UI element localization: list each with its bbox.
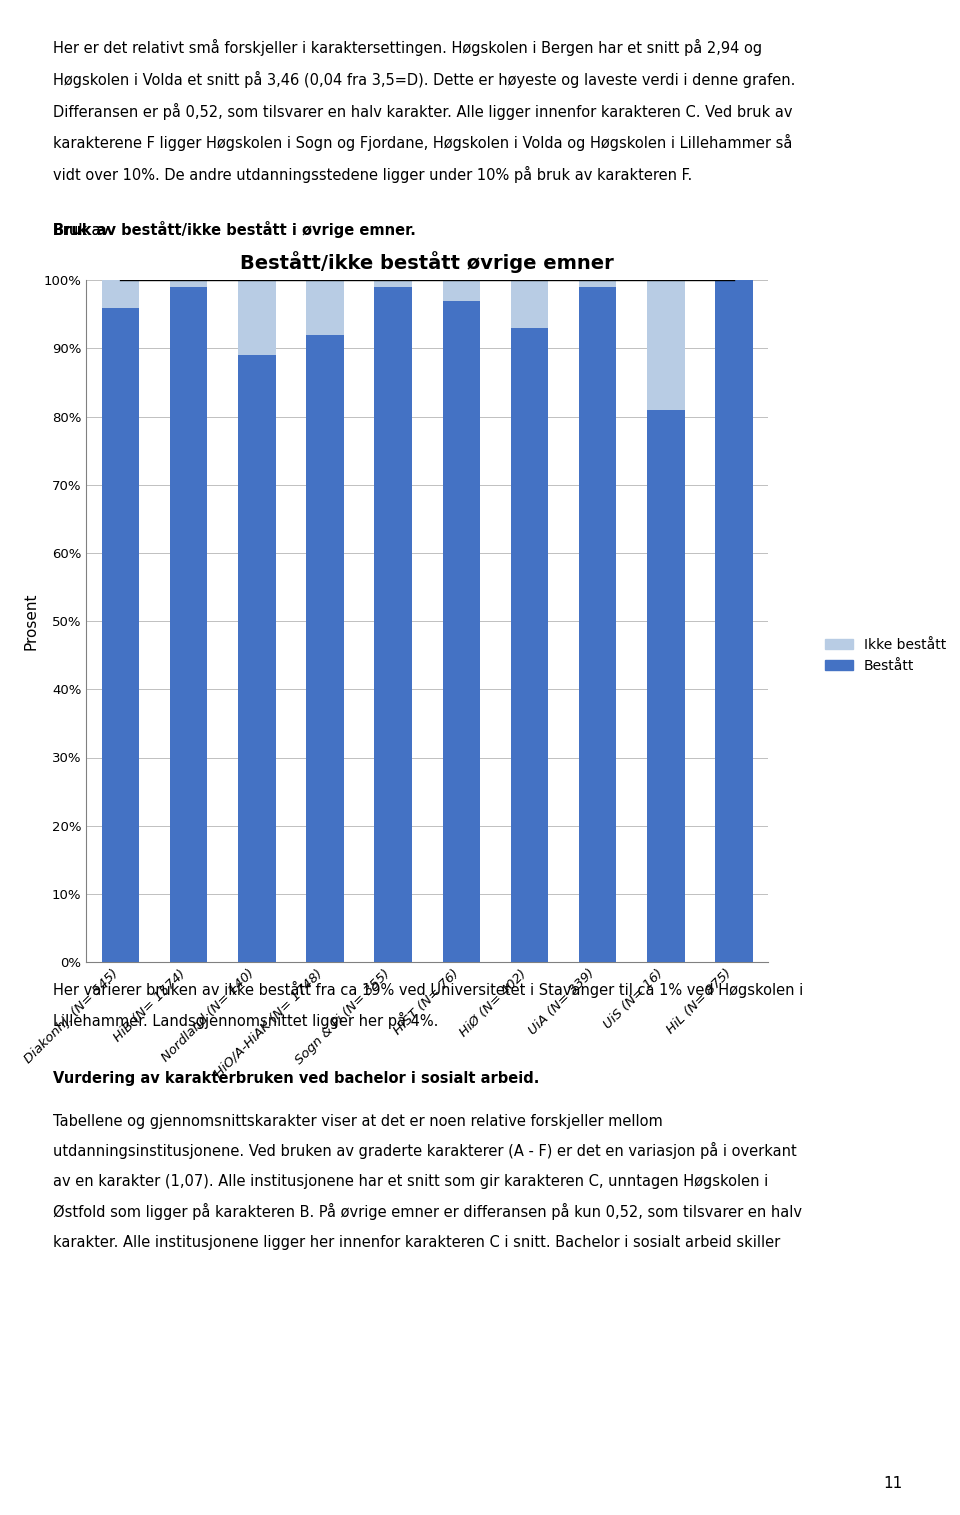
Bar bbox=[647, 280, 684, 409]
Bar bbox=[579, 288, 616, 962]
Bar bbox=[374, 280, 412, 288]
Text: karakterene F ligger Høgskolen i Sogn og Fjordane, Høgskolen i Volda og Høgskole: karakterene F ligger Høgskolen i Sogn og… bbox=[53, 135, 792, 152]
Text: Her varierer bruken av ikke bestått fra ca 19% ved Universitetet i Stavanger til: Her varierer bruken av ikke bestått fra … bbox=[53, 982, 804, 998]
Text: Bruk av: Bruk av bbox=[53, 223, 113, 238]
Text: utdanningsinstitusjonene. Ved bruken av graderte karakterer (A - F) er det en va: utdanningsinstitusjonene. Ved bruken av … bbox=[53, 1142, 797, 1159]
Y-axis label: Prosent: Prosent bbox=[23, 592, 38, 650]
Bar bbox=[238, 280, 276, 355]
Bar bbox=[306, 280, 344, 335]
Text: 11: 11 bbox=[883, 1476, 902, 1491]
Text: Lillehammer. Landsgjennomsnittet ligger her på 4%.: Lillehammer. Landsgjennomsnittet ligger … bbox=[53, 1012, 438, 1029]
Text: vidt over 10%. De andre utdanningsstedene ligger under 10% på bruk av karakteren: vidt over 10%. De andre utdanningssteden… bbox=[53, 167, 692, 183]
Bar bbox=[443, 300, 480, 962]
Text: Østfold som ligger på karakteren B. På øvrige emner er differansen på kun 0,52, : Østfold som ligger på karakteren B. På ø… bbox=[53, 1203, 802, 1220]
Bar bbox=[170, 288, 207, 962]
Bar bbox=[306, 335, 344, 962]
Bar bbox=[170, 280, 207, 288]
Text: Høgskolen i Volda et snitt på 3,46 (0,04 fra 3,5=D). Dette er høyeste og laveste: Høgskolen i Volda et snitt på 3,46 (0,04… bbox=[53, 71, 795, 88]
Text: Vurdering av karakterbruken ved bachelor i sosialt arbeid.: Vurdering av karakterbruken ved bachelor… bbox=[53, 1071, 540, 1086]
Bar bbox=[579, 280, 616, 288]
Text: Bruk av: Bruk av bbox=[53, 223, 113, 238]
Title: Bestått/ikke bestått øvrige emner: Bestått/ikke bestått øvrige emner bbox=[240, 251, 614, 273]
Bar bbox=[102, 280, 139, 308]
Bar bbox=[102, 308, 139, 962]
Bar bbox=[647, 409, 684, 962]
Legend: Ikke bestått, Bestått: Ikke bestått, Bestått bbox=[820, 632, 952, 679]
Bar bbox=[374, 288, 412, 962]
Bar bbox=[715, 280, 753, 962]
Text: Bruk av bestått/ikke bestått i øvrige emner.: Bruk av bestått/ikke bestått i øvrige em… bbox=[53, 221, 416, 238]
Bar bbox=[238, 355, 276, 962]
Text: karakter. Alle institusjonene ligger her innenfor karakteren C i snitt. Bachelor: karakter. Alle institusjonene ligger her… bbox=[53, 1235, 780, 1250]
Bar bbox=[511, 280, 548, 327]
Bar bbox=[511, 327, 548, 962]
Text: Her er det relativt små forskjeller i karaktersettingen. Høgskolen i Bergen har : Her er det relativt små forskjeller i ka… bbox=[53, 39, 762, 56]
Bar bbox=[443, 280, 480, 300]
Text: av en karakter (1,07). Alle institusjonene har et snitt som gir karakteren C, un: av en karakter (1,07). Alle institusjone… bbox=[53, 1174, 768, 1189]
Text: Tabellene og gjennomsnittskarakter viser at det er noen relative forskjeller mel: Tabellene og gjennomsnittskarakter viser… bbox=[53, 1114, 662, 1129]
Text: Differansen er på 0,52, som tilsvarer en halv karakter. Alle ligger innenfor kar: Differansen er på 0,52, som tilsvarer en… bbox=[53, 103, 792, 120]
